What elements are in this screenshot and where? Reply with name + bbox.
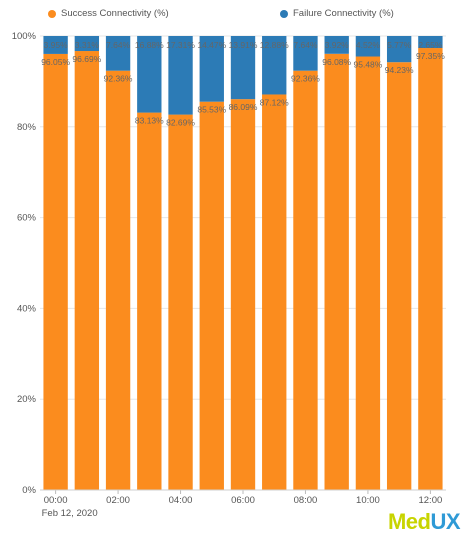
legend-label-success: Success Connectivity (%) <box>61 8 169 19</box>
bar-success <box>199 101 224 491</box>
data-label-success: 83.13% <box>135 116 164 126</box>
bar-success <box>230 99 256 490</box>
data-label-failure: 17.31% <box>166 40 195 50</box>
bar-failure <box>168 36 193 115</box>
bar-success <box>43 53 68 491</box>
x-tick-label: 02:00 <box>106 495 130 506</box>
bar-failure <box>293 36 318 71</box>
data-label-failure: 7.64% <box>106 40 131 50</box>
data-label-failure: 14.47% <box>197 40 226 50</box>
data-label-failure: 7.64% <box>293 40 318 50</box>
data-label-success: 92.36% <box>104 74 133 84</box>
x-tick-label: 10:00 <box>356 495 380 506</box>
bar-success <box>74 51 100 490</box>
data-label-success: 87.12% <box>260 97 289 107</box>
data-label-success: 86.09% <box>229 102 258 112</box>
bar-failure <box>418 36 443 49</box>
data-label-success: 96.05% <box>41 57 70 67</box>
legend-item-success[interactable]: Success Connectivity (%) <box>48 8 169 19</box>
bar-failure <box>43 36 68 54</box>
legend-item-failure[interactable]: Failure Connectivity (%) <box>280 8 394 19</box>
y-tick-label: 0% <box>22 485 36 496</box>
bar-failure <box>262 36 287 95</box>
bar-failure <box>137 35 162 113</box>
bar-failure <box>74 36 100 52</box>
bar-success <box>418 48 443 490</box>
bar-success <box>262 94 287 491</box>
bar-success <box>293 70 318 490</box>
bar-success <box>386 62 412 490</box>
data-label-success: 96.08% <box>322 57 351 67</box>
bar-failure <box>386 36 412 63</box>
legend-dot-failure <box>280 9 288 18</box>
data-label-failure: 5.77% <box>387 40 412 50</box>
data-label-failure: 4.52% <box>356 40 381 50</box>
legend-label-failure: Failure Connectivity (%) <box>293 8 394 19</box>
data-label-failure: 16.88% <box>135 40 164 50</box>
x-tick-label: 04:00 <box>169 495 193 506</box>
data-label-failure: 12.88% <box>260 40 289 50</box>
bar-failure <box>105 36 131 71</box>
logo-part-ux: UX <box>430 509 460 534</box>
data-label-success: 96.69% <box>72 54 101 64</box>
bar-failure <box>199 36 224 102</box>
bar-success <box>137 112 162 491</box>
y-tick-label: 20% <box>17 394 37 405</box>
y-tick-label: 80% <box>17 122 37 133</box>
medux-logo: MedUX <box>387 509 461 535</box>
bar-failure <box>230 36 256 100</box>
x-tick-label: 12:00 <box>418 495 442 506</box>
data-label-failure: 3.95% <box>44 40 69 50</box>
bar-success <box>355 56 381 490</box>
x-tick-label: 00:00 <box>44 495 68 506</box>
bar-failure <box>324 36 349 54</box>
bar-success <box>105 70 131 490</box>
data-label-success: 82.69% <box>166 118 195 128</box>
data-label-failure: 3.92% <box>325 40 350 50</box>
data-label-success: 97.35% <box>416 51 445 61</box>
bar-success <box>324 53 349 490</box>
data-label-success: 92.36% <box>291 74 320 84</box>
chart-legend: Success Connectivity (%) Failure Connect… <box>0 8 474 22</box>
legend-dot-success <box>48 9 56 18</box>
data-label-failure: 2.65% <box>418 40 443 50</box>
data-label-failure: 3.31% <box>75 40 100 50</box>
data-label-success: 95.48% <box>354 60 383 70</box>
data-label-success: 85.53% <box>197 105 226 115</box>
data-label-success: 94.23% <box>385 65 414 75</box>
x-tick-label: 06:00 <box>231 495 255 506</box>
y-tick-label: 100% <box>12 31 37 42</box>
x-tick-label: 08:00 <box>294 495 318 506</box>
x-axis-date-label: Feb 12, 2020 <box>42 508 98 519</box>
y-tick-label: 60% <box>17 213 37 224</box>
bar-failure <box>355 36 381 57</box>
logo-part-med: Med <box>387 509 431 534</box>
y-tick-label: 40% <box>17 303 37 314</box>
data-label-failure: 13.91% <box>229 40 258 50</box>
bar-success <box>168 114 193 490</box>
